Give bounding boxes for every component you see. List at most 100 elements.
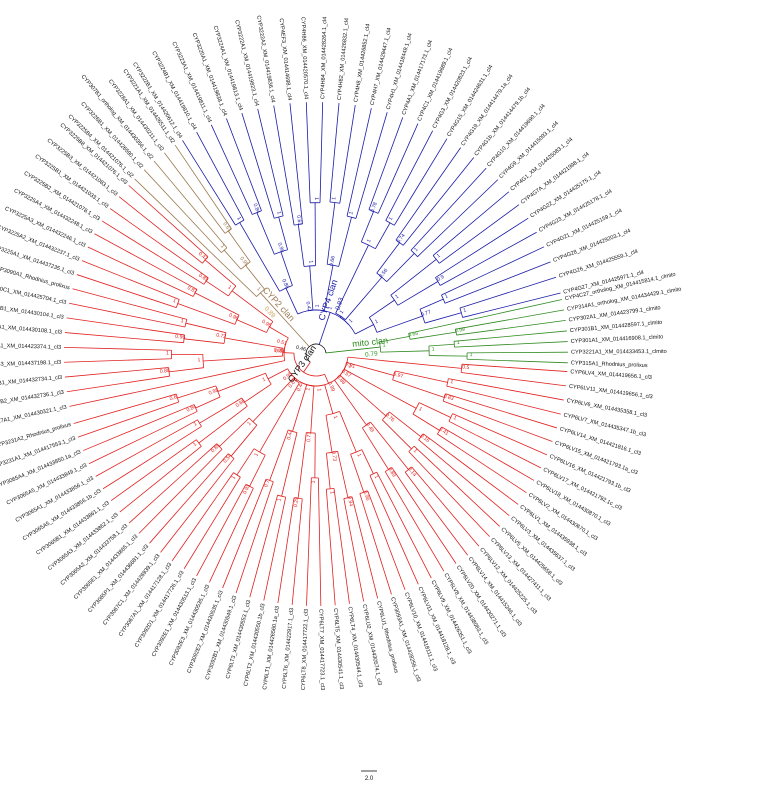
CYP3_lower-tip-branch bbox=[379, 522, 406, 590]
support-label-mito: 1 bbox=[432, 347, 435, 353]
CYP4-tip-branch bbox=[389, 123, 419, 188]
tip-label-CYP3_lower: CYP3092E2_XM_014430536.1_cl3 bbox=[186, 590, 224, 674]
mito-tip-branch bbox=[494, 319, 566, 331]
CYP3_lower-internal-branch bbox=[461, 363, 500, 368]
CYP4-internal-branch bbox=[410, 219, 439, 251]
branch-support-labels: 110.9110.7410.781110.6110.8410.7710.5610… bbox=[160, 197, 473, 508]
CYP3_upper-internal-branch bbox=[161, 269, 198, 290]
support-label-CYP3_lower: 0.54 bbox=[222, 453, 233, 465]
tip-label-CYP4: CYP4H84_XM_014428264.1_cl4 bbox=[320, 17, 328, 100]
CYP3_lower-tip-branch bbox=[445, 462, 510, 517]
CYP4-internal-branch bbox=[435, 260, 462, 278]
CYP4-internal-branch bbox=[319, 179, 322, 203]
tip-labels: CYP4G27_XM_014425971.1_cl4CYP4G26_XM_014… bbox=[0, 15, 682, 690]
CYP2-internal-branch bbox=[185, 228, 257, 297]
support-label-mito: 0.99 bbox=[454, 327, 465, 335]
CYP4-internal-branch bbox=[419, 298, 444, 310]
CYP4-stem bbox=[318, 312, 331, 345]
support-label-CYP4: 0.74 bbox=[396, 233, 407, 245]
CYP3_lower-tip-branch bbox=[196, 510, 233, 577]
CYP3_lower-tip-branch bbox=[149, 480, 205, 544]
CYP3_lower-internal-branch bbox=[351, 496, 360, 525]
CYP4-tip-branch bbox=[482, 292, 561, 313]
mito-tip-branch bbox=[487, 359, 568, 364]
tip-label-CYP3_lower: CYP6LT8_XM_014417722.1_cl3 bbox=[301, 609, 310, 691]
CYP4-internal-branch bbox=[240, 189, 253, 215]
support-label-CYP4: 1 bbox=[436, 253, 442, 260]
support-label-CYP4: 1 bbox=[388, 216, 395, 222]
tip-label-mito: CYP315A1_Rhodnius_prolixus bbox=[571, 360, 648, 369]
CYP4-internal-branch bbox=[377, 187, 391, 214]
CYP3_lower-tip-branch bbox=[291, 536, 300, 605]
CYP3_lower-internal-branch bbox=[419, 402, 451, 418]
CYP3_lower-internal-branch bbox=[408, 451, 445, 489]
support-label-CYP3_lower: 1 bbox=[332, 415, 339, 420]
CYP3_lower-internal-branch bbox=[392, 379, 445, 398]
support-label-CYP3_lower: 1 bbox=[418, 406, 423, 413]
CYP3_lower-internal-branch bbox=[269, 429, 289, 481]
support-label-CYP4: 1 bbox=[331, 197, 337, 201]
CYP3_lower-internal-branch bbox=[216, 472, 234, 497]
CYP3_lower-internal-branch bbox=[178, 443, 218, 479]
tip-label-CYP3_upper: CYP3228A1_XM_014430108.1_cl3 bbox=[0, 322, 62, 335]
support-label-CYP3_lower: 0.94 bbox=[346, 496, 354, 507]
CYP3_lower-tip-branch bbox=[306, 528, 310, 606]
CYP4-internal-branch bbox=[329, 171, 334, 203]
CYP3_lower-internal-branch bbox=[259, 382, 300, 453]
support-label-CYP3_lower: 0.44 bbox=[286, 429, 295, 441]
support-label-CYP3_lower: 0.67 bbox=[288, 378, 299, 390]
mito-internal-branch bbox=[454, 336, 504, 342]
CYP3_upper-internal-branch bbox=[177, 303, 236, 325]
CYP3_upper-internal-branch bbox=[194, 292, 240, 316]
tip-label-CYP3_upper: CYP3227B1_XM_014432734.1_cl3 bbox=[0, 375, 62, 389]
CYP2-internal-branch bbox=[219, 211, 232, 229]
CYP3_lower-tip-branch bbox=[477, 393, 561, 415]
mito-internal-branch bbox=[408, 313, 497, 334]
support-label-CYP3_lower: 1 bbox=[305, 387, 311, 391]
CYP3_lower-internal-branch bbox=[204, 453, 229, 481]
CYP4-internal-branch bbox=[280, 251, 293, 286]
CYP4-internal-branch bbox=[297, 175, 303, 225]
CYP3_lower-tip-branch bbox=[235, 518, 262, 594]
CYP3_lower-tip-branch bbox=[358, 524, 379, 599]
support-label-CYP3_lower: 0.29 bbox=[293, 497, 300, 508]
tip-label-mito: CYP301B1_XM_014428597.1_clmito bbox=[570, 320, 663, 334]
CYP3_lower-internal-branch bbox=[369, 475, 387, 512]
tip-label-CYP4: CYP4G21_XM_014425159.1_cl4 bbox=[546, 208, 623, 249]
tip-label-CYP3_lower: CYP6LV11_XM_014419656.1_cl3 bbox=[569, 384, 653, 401]
CYP3_upper-tip-branch bbox=[76, 274, 153, 301]
support-label-CYP4: 1 bbox=[394, 294, 400, 301]
CYP4-internal-branch bbox=[376, 242, 400, 274]
CYP2-tip-branch bbox=[134, 178, 187, 229]
tip-label-CYP4: CYP4G23_XM_014425178.1_cl4 bbox=[538, 189, 613, 234]
CYP3_lower-tip-branch bbox=[128, 477, 180, 524]
CYP4-tip-branch bbox=[257, 108, 274, 176]
CYP3_lower-tip-branch bbox=[461, 462, 519, 505]
support-label-CYP4: 0.98 bbox=[276, 242, 285, 254]
CYP4-internal-branch bbox=[393, 201, 409, 226]
scale-bar: 2.0 bbox=[361, 770, 377, 782]
CYP4-internal-branch bbox=[326, 202, 336, 265]
support-label-CYP3_lower: 0.57 bbox=[340, 368, 352, 379]
CYP3_lower-internal-branch bbox=[423, 433, 463, 464]
support-label-CYP3_lower: 0.5 bbox=[462, 364, 470, 371]
CYP3_lower-internal-branch bbox=[174, 426, 202, 445]
CYP3_upper-internal-branch bbox=[130, 358, 172, 361]
support-label-CYP3_lower: 1 bbox=[328, 491, 334, 495]
CYP3_lower-internal-branch bbox=[448, 378, 493, 388]
support-label-CYP4: 1 bbox=[463, 307, 468, 314]
CYP3_lower-internal-branch bbox=[231, 484, 247, 511]
support-label-CYP3_upper: 0.95 bbox=[261, 319, 273, 329]
CYP4-internal-branch bbox=[248, 177, 262, 211]
support-label-CYP4: 1 bbox=[235, 216, 242, 222]
CYP3_lower-internal-branch bbox=[394, 370, 448, 383]
CYP3_lower-internal-branch bbox=[334, 379, 367, 426]
CYP3_lower-internal-branch bbox=[150, 411, 198, 435]
support-label-CYP4: 0.86 bbox=[280, 278, 290, 290]
CYP3_upper-internal-branch bbox=[183, 338, 225, 344]
CYP3_lower-internal-branch bbox=[412, 413, 440, 431]
mito-internal-branch bbox=[466, 358, 488, 361]
support-label-CYP3_lower: 1 bbox=[452, 415, 457, 422]
